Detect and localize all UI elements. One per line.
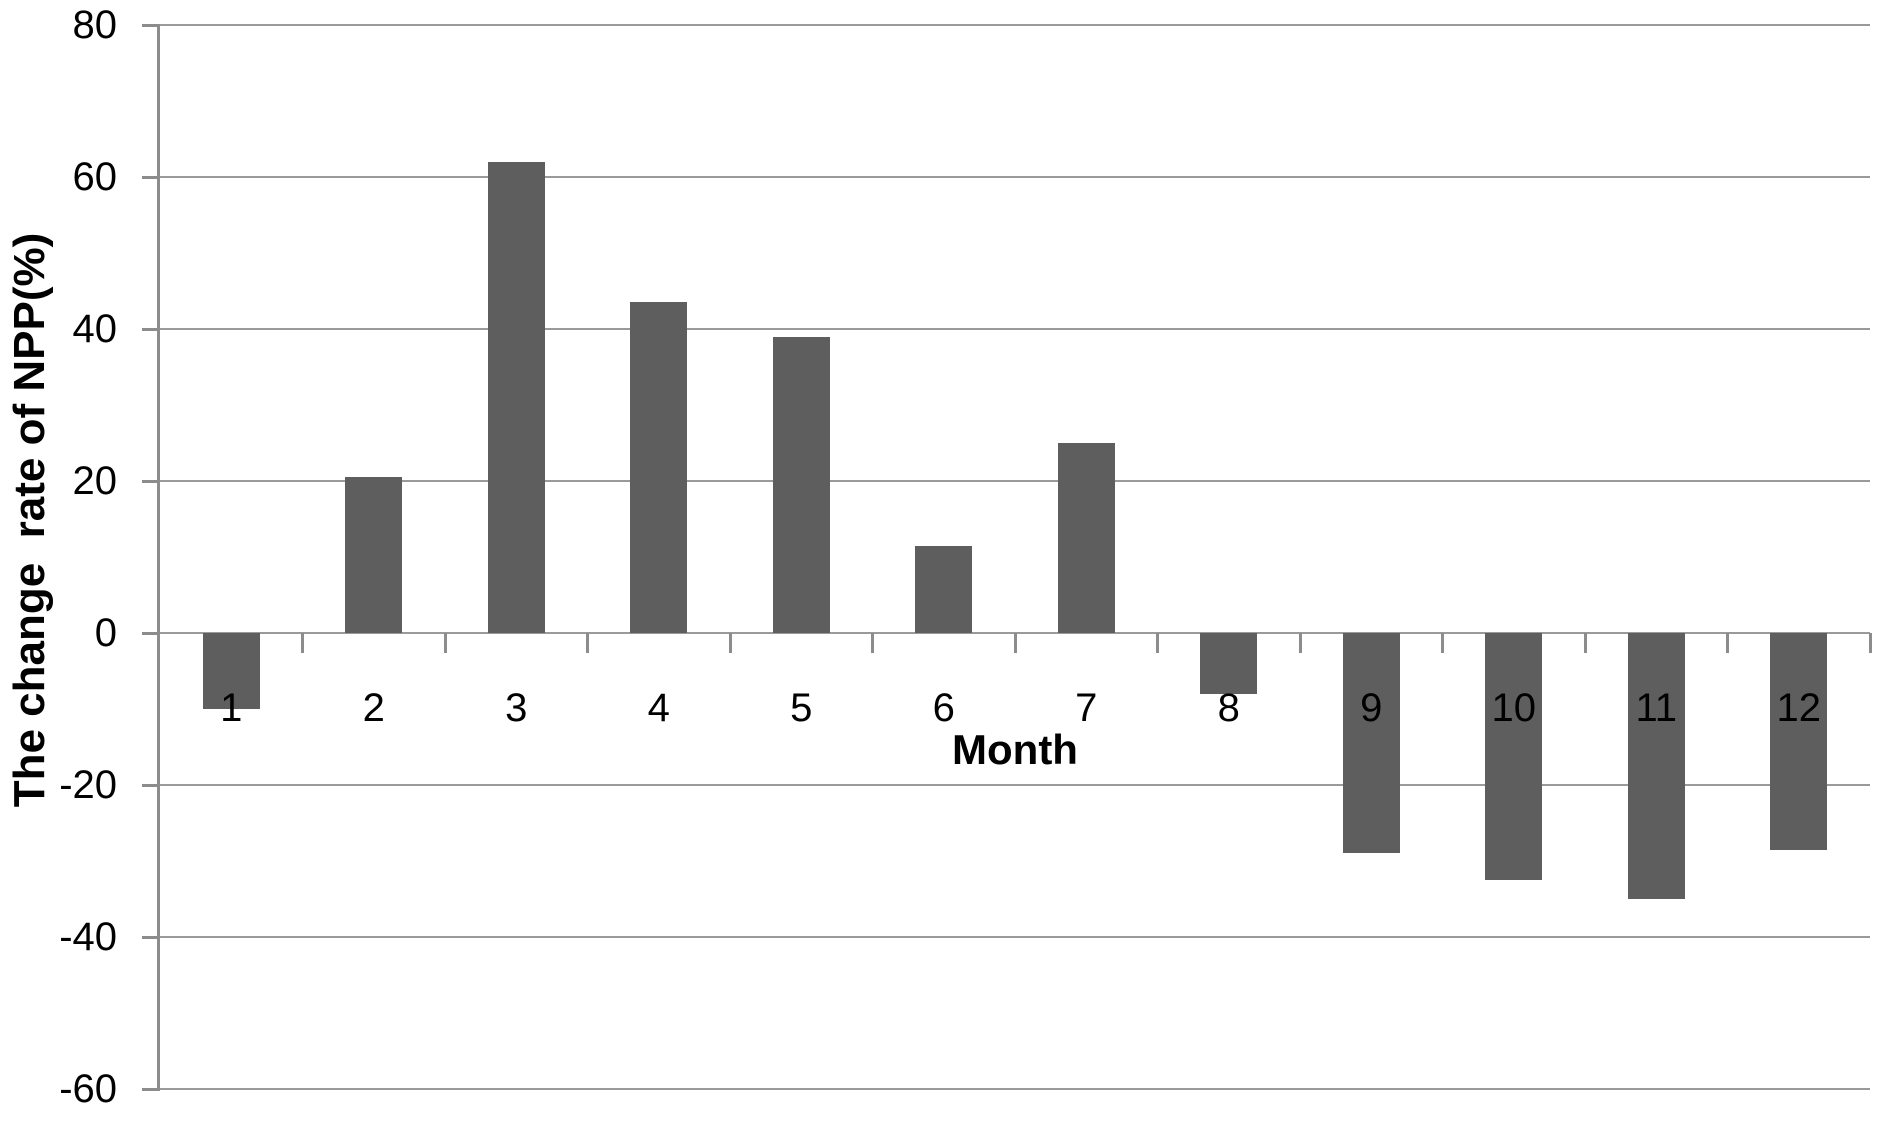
y-axis-line — [157, 24, 160, 1091]
y-axis-tick — [142, 175, 157, 179]
x-axis-tick — [301, 633, 304, 653]
x-tick-label: 3 — [505, 686, 528, 730]
y-axis-title: The change rate of NPP(%) — [5, 232, 54, 808]
x-axis-tick — [443, 633, 447, 653]
y-tick-label: 20 — [72, 459, 118, 503]
y-axis-tick — [142, 631, 157, 635]
y-axis-tick — [142, 327, 157, 331]
x-axis-tick — [586, 633, 589, 653]
x-tick-label: 11 — [1635, 686, 1678, 730]
bar-month-11 — [1627, 633, 1685, 899]
x-axis-tick — [871, 633, 874, 653]
x-tick-label: 6 — [932, 686, 955, 730]
x-tick-label: 12 — [1776, 686, 1822, 730]
bar-month-12 — [1770, 633, 1828, 850]
y-tick-label: 60 — [72, 155, 118, 199]
x-tick-label: 1 — [220, 686, 243, 730]
x-axis-tick — [1156, 633, 1159, 653]
x-tick-label: 4 — [647, 686, 670, 730]
x-tick-label: 8 — [1217, 686, 1240, 730]
bar-month-9 — [1342, 633, 1400, 854]
y-axis-tick — [142, 935, 157, 939]
y-tick-label: -40 — [59, 915, 117, 959]
gridline-y-20 — [160, 480, 1870, 482]
y-axis-tick — [142, 23, 157, 27]
x-axis-tick — [1868, 633, 1872, 653]
y-tick-label: -60 — [59, 1067, 117, 1111]
bar-month-1 — [202, 633, 260, 709]
x-axis-tick — [728, 633, 732, 653]
gridline-y--60 — [160, 1088, 1870, 1090]
x-axis-tick — [1726, 633, 1729, 653]
bar-month-3 — [487, 161, 545, 633]
gridline-y--20 — [160, 784, 1870, 786]
gridline-y-60 — [160, 176, 1870, 178]
bar-month-7 — [1057, 443, 1115, 633]
gridline-y--40 — [160, 936, 1870, 938]
y-tick-label: -20 — [59, 763, 117, 807]
bar-month-2 — [345, 477, 403, 633]
gridline-y-40 — [160, 328, 1870, 330]
bar-month-5 — [772, 336, 830, 633]
bar-month-8 — [1200, 633, 1258, 694]
x-axis-title: Month — [952, 726, 1078, 773]
x-tick-label: 9 — [1360, 686, 1383, 730]
x-axis-tick — [1298, 633, 1302, 653]
x-axis-tick — [1583, 633, 1587, 653]
y-axis-tick — [142, 1087, 157, 1091]
bar-month-10 — [1485, 633, 1543, 880]
x-tick-label: 10 — [1491, 686, 1537, 730]
gridline-y-80 — [160, 24, 1870, 26]
x-axis-tick — [1441, 633, 1444, 653]
y-tick-label: 80 — [72, 3, 118, 47]
y-tick-label: 40 — [72, 307, 118, 351]
x-axis-tick — [1013, 633, 1017, 653]
bar-month-6 — [915, 545, 973, 633]
y-tick-label: 0 — [94, 611, 117, 655]
y-axis-tick — [142, 783, 157, 787]
x-tick-label: 7 — [1075, 686, 1098, 730]
y-axis-tick — [142, 479, 157, 483]
x-tick-label: 5 — [790, 686, 813, 730]
bar-month-4 — [630, 302, 688, 633]
x-tick-label: 2 — [362, 686, 385, 730]
